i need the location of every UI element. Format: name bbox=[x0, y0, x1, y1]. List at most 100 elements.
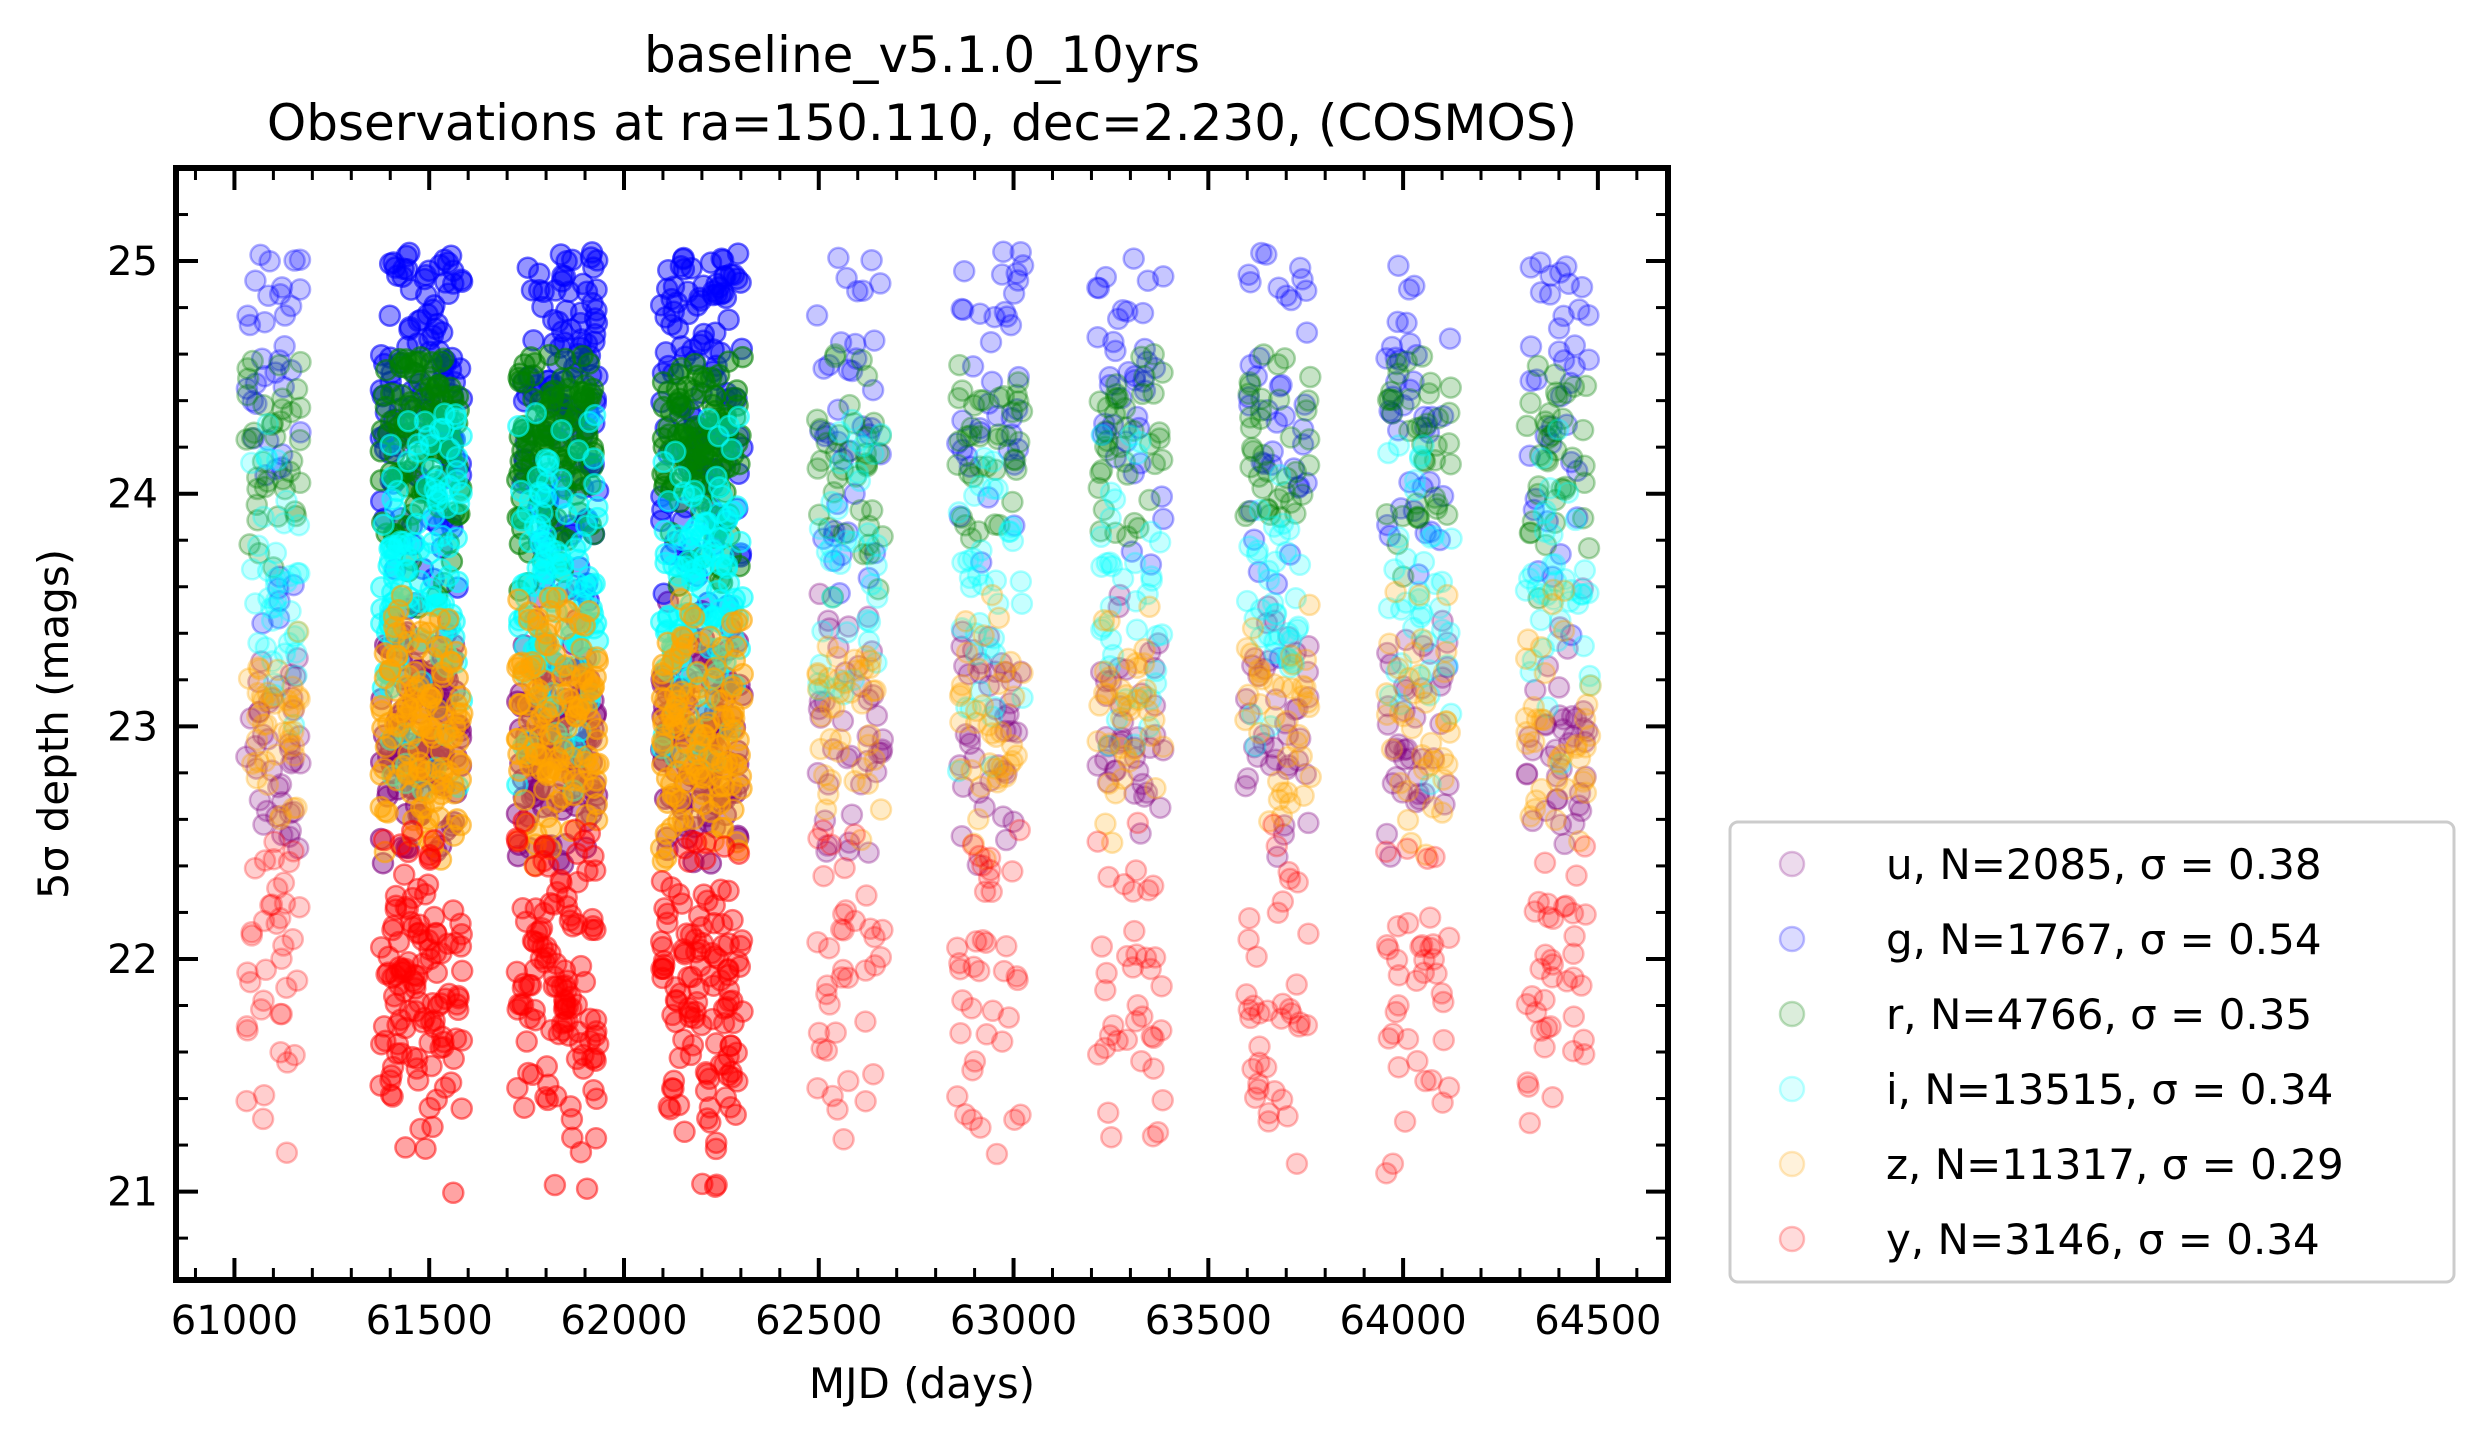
data-point bbox=[1135, 781, 1159, 804]
data-point bbox=[1245, 945, 1268, 968]
data-point bbox=[278, 732, 301, 756]
data-point bbox=[271, 398, 294, 421]
data-point bbox=[246, 508, 269, 532]
data-point bbox=[701, 1007, 724, 1031]
data-point bbox=[1002, 448, 1026, 471]
data-point bbox=[245, 493, 269, 517]
data-point bbox=[1144, 776, 1167, 800]
data-point bbox=[1299, 365, 1322, 389]
data-point bbox=[946, 432, 969, 455]
data-point bbox=[1093, 412, 1116, 435]
data-point bbox=[1095, 684, 1118, 708]
y-tick-label: 22 bbox=[107, 937, 158, 983]
data-point bbox=[1297, 428, 1321, 451]
data-point bbox=[1116, 300, 1139, 323]
data-point bbox=[1519, 256, 1543, 279]
data-point bbox=[1397, 278, 1421, 301]
data-point bbox=[730, 608, 753, 632]
data-point bbox=[1387, 733, 1410, 756]
data-point bbox=[552, 997, 576, 1021]
data-point bbox=[446, 666, 469, 690]
data-point bbox=[1120, 540, 1144, 563]
data-point bbox=[582, 1078, 605, 1102]
data-point bbox=[1577, 581, 1600, 605]
data-point bbox=[670, 741, 693, 764]
data-point bbox=[1431, 666, 1454, 689]
data-point bbox=[1150, 485, 1174, 508]
data-point bbox=[809, 417, 832, 441]
data-point bbox=[247, 542, 271, 565]
data-point bbox=[1239, 499, 1263, 523]
data-point bbox=[583, 330, 606, 354]
data-point bbox=[1413, 782, 1436, 805]
data-point bbox=[251, 450, 275, 473]
data-point bbox=[1234, 687, 1258, 711]
data-point bbox=[1280, 653, 1304, 676]
data-point bbox=[1541, 592, 1564, 616]
data-point bbox=[1000, 515, 1024, 539]
data-point bbox=[271, 387, 294, 410]
data-point bbox=[1519, 335, 1543, 358]
data-point bbox=[253, 310, 276, 334]
data-point bbox=[839, 744, 862, 768]
data-point bbox=[1237, 385, 1261, 409]
data-point bbox=[957, 662, 981, 686]
data-point bbox=[1257, 568, 1281, 591]
data-point bbox=[1267, 788, 1291, 811]
legend-marker-u bbox=[1778, 850, 1806, 878]
data-point bbox=[1288, 553, 1312, 577]
data-point bbox=[995, 934, 1018, 958]
data-point bbox=[961, 355, 985, 378]
data-point bbox=[1414, 521, 1437, 545]
data-point bbox=[1152, 265, 1175, 288]
data-point bbox=[376, 801, 399, 824]
data-point bbox=[1131, 772, 1154, 796]
data-point bbox=[270, 456, 293, 479]
data-point bbox=[1533, 851, 1557, 875]
data-point bbox=[998, 692, 1022, 715]
data-point bbox=[813, 690, 836, 713]
data-point bbox=[542, 308, 565, 332]
data-point bbox=[1106, 307, 1130, 331]
data-point bbox=[1099, 506, 1122, 530]
data-point bbox=[257, 429, 280, 452]
data-point bbox=[1569, 799, 1593, 823]
data-point bbox=[948, 505, 972, 528]
data-point bbox=[986, 754, 1010, 777]
data-point bbox=[281, 749, 305, 773]
data-point bbox=[1548, 704, 1571, 727]
data-point bbox=[1127, 416, 1151, 440]
data-point bbox=[1243, 647, 1267, 670]
data-point bbox=[730, 777, 753, 800]
data-point bbox=[816, 834, 839, 857]
data-point bbox=[869, 798, 893, 821]
data-point bbox=[1402, 370, 1425, 393]
data-point bbox=[386, 1013, 409, 1037]
data-point bbox=[689, 538, 713, 561]
data-point bbox=[948, 951, 971, 975]
data-point bbox=[409, 1117, 432, 1141]
data-point bbox=[820, 490, 843, 514]
data-point bbox=[1002, 282, 1026, 305]
data-point bbox=[951, 438, 974, 462]
data-point bbox=[263, 425, 287, 449]
data-point bbox=[235, 428, 258, 451]
data-point bbox=[1090, 935, 1114, 958]
data-point bbox=[1515, 414, 1539, 438]
data-points bbox=[235, 240, 1602, 1205]
data-point bbox=[280, 751, 303, 775]
data-point bbox=[1549, 813, 1573, 836]
data-point bbox=[1566, 506, 1589, 529]
data-point bbox=[1407, 782, 1430, 806]
data-point bbox=[524, 854, 547, 878]
data-point bbox=[1107, 732, 1131, 755]
data-point bbox=[672, 246, 695, 270]
data-point bbox=[824, 1021, 847, 1044]
data-point bbox=[1133, 638, 1156, 661]
data-point bbox=[1248, 346, 1271, 370]
data-point bbox=[1238, 535, 1261, 558]
data-point bbox=[285, 377, 309, 401]
data-point bbox=[1151, 735, 1175, 759]
data-point bbox=[1384, 346, 1408, 370]
data-point bbox=[381, 1085, 404, 1108]
